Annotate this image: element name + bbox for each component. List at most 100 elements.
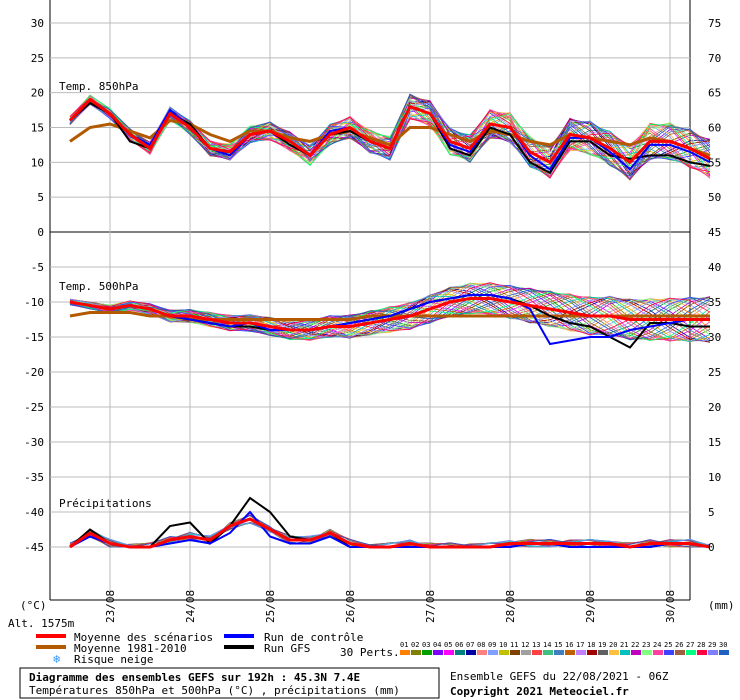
perturbation-color-swatch — [609, 650, 619, 655]
perturbation-color-swatch — [422, 650, 432, 655]
perturbation-color-swatch — [532, 650, 542, 655]
perturbation-color-swatch — [708, 650, 718, 655]
x-tick-label: 23/08 — [104, 590, 117, 623]
perturbation-color-swatch — [499, 650, 509, 655]
perturbations-label: 30 Perts. — [340, 646, 400, 659]
tick-label-right-bottom: 10 — [708, 471, 721, 484]
perturbation-color-swatch — [554, 650, 564, 655]
top-panel-label: Temp. 850hPa — [59, 80, 138, 93]
left-unit-label: (°C) — [20, 599, 47, 612]
perturbation-color-swatch — [565, 650, 575, 655]
footer-title-box — [19, 667, 440, 699]
tick-label-left-top: 30 — [31, 17, 44, 30]
perturbation-color-swatch — [664, 650, 674, 655]
x-tick-label: 30/08 — [664, 590, 677, 623]
x-tick-label: 24/08 — [184, 590, 197, 623]
perturbation-color-swatch — [510, 650, 520, 655]
ensemble-line-500 — [69, 286, 711, 343]
tick-label-left-bottom: -35 — [24, 471, 44, 484]
tick-label-right-bottom: 20 — [708, 401, 721, 414]
perturbation-code: 12 — [521, 641, 529, 649]
perturbation-code: 05 — [444, 641, 452, 649]
legend: Moyenne des scénarios Moyenne 1981-2010 … — [36, 631, 729, 666]
series-line-850-0 — [68, 97, 711, 165]
tick-label-left-top: 5 — [37, 191, 44, 204]
tick-label-left-bottom: -45 — [24, 541, 44, 554]
tick-label-right-bottom: 30 — [708, 331, 721, 344]
perturbation-color-swatch — [466, 650, 476, 655]
perturbation-code: 08 — [477, 641, 485, 649]
perturbation-code: 30 — [719, 641, 727, 649]
perturbation-code: 19 — [598, 641, 606, 649]
tick-label-left-top: 25 — [31, 52, 44, 65]
perturbation-code: 28 — [697, 641, 705, 649]
ensemble-line-precip — [69, 522, 711, 548]
perturbation-color-swatch — [631, 650, 641, 655]
tick-label-left-bottom: -15 — [24, 331, 44, 344]
footer-title: Diagramme des ensembles GEFS sur 192h : … — [29, 671, 360, 684]
perturbation-color-swatch — [488, 650, 498, 655]
perturbation-code: 24 — [653, 641, 661, 649]
ensemble-line-top — [69, 102, 711, 170]
perturbation-color-swatch — [400, 650, 410, 655]
perturbation-code: 27 — [686, 641, 694, 649]
tick-label-right-bottom: 0 — [708, 541, 715, 554]
perturbation-code: 17 — [576, 641, 584, 649]
perturbation-color-swatch — [587, 650, 597, 655]
tick-label-left-bottom: -25 — [24, 401, 44, 414]
perturbation-color-swatch — [653, 650, 663, 655]
perturbation-code: 06 — [455, 641, 463, 649]
tick-label-left-top: 10 — [31, 156, 44, 169]
perturbation-code: 22 — [631, 641, 639, 649]
tick-label-right-top: 55 — [708, 156, 721, 169]
perturbation-color-swatch — [697, 650, 707, 655]
legend-swatch-mean — [36, 634, 66, 638]
perturbation-code: 10 — [499, 641, 507, 649]
series-line-precip — [69, 517, 711, 549]
tick-label-left-bottom: -40 — [24, 506, 44, 519]
perturbation-code: 23 — [642, 641, 650, 649]
perturbation-color-swatch — [433, 650, 443, 655]
perturbation-color-swatch — [543, 650, 553, 655]
perturbation-code: 18 — [587, 641, 595, 649]
legend-swatch-control — [224, 634, 254, 638]
perturbation-color-swatch — [598, 650, 608, 655]
perturbation-color-swatch — [620, 650, 630, 655]
perturbation-color-swatch — [444, 650, 454, 655]
right-unit-label: (mm) — [708, 599, 735, 612]
perturbation-color-swatch — [675, 650, 685, 655]
ensemble-line-500 — [69, 289, 711, 341]
perturbation-color-swatch — [521, 650, 531, 655]
perturbation-code: 07 — [466, 641, 474, 649]
perturbation-code: 09 — [488, 641, 496, 649]
perturbation-code: 16 — [565, 641, 573, 649]
ensemble-line-top — [69, 102, 711, 173]
precip-label: Précipitations — [59, 497, 152, 510]
perturbation-color-swatch — [411, 650, 421, 655]
tick-label-left-bottom: -20 — [24, 366, 44, 379]
main-series-lines — [68, 97, 711, 549]
tick-label-right-bottom: 25 — [708, 366, 721, 379]
tick-label-right-top: 70 — [708, 52, 721, 65]
perturbation-code: 13 — [532, 641, 540, 649]
perturbation-code: 14 — [543, 641, 551, 649]
perturbation-code: 29 — [708, 641, 716, 649]
tick-label-right-top: 75 — [708, 17, 721, 30]
legend-clim-text: Moyenne 1981-2010 — [74, 642, 187, 655]
series-line-850-1 — [69, 118, 711, 157]
run-info: Ensemble GEFS du 22/08/2021 - 06Z — [450, 670, 669, 683]
snowflake-icon: ❄ — [53, 652, 60, 666]
legend-gfs-text: Run GFS — [264, 642, 310, 655]
tick-label-left-top: 0 — [37, 226, 44, 239]
perturbation-code: 21 — [620, 641, 628, 649]
tick-label-right-bottom: 45 — [708, 226, 721, 239]
perturbation-code: 11 — [510, 641, 518, 649]
perturbation-color-swatch — [477, 650, 487, 655]
tick-label-left-bottom: -10 — [24, 296, 44, 309]
x-tick-label: 26/08 — [344, 590, 357, 623]
series-line-500-0 — [69, 297, 710, 332]
perturbation-code: 03 — [422, 641, 430, 649]
tick-label-left-bottom: -30 — [24, 436, 44, 449]
